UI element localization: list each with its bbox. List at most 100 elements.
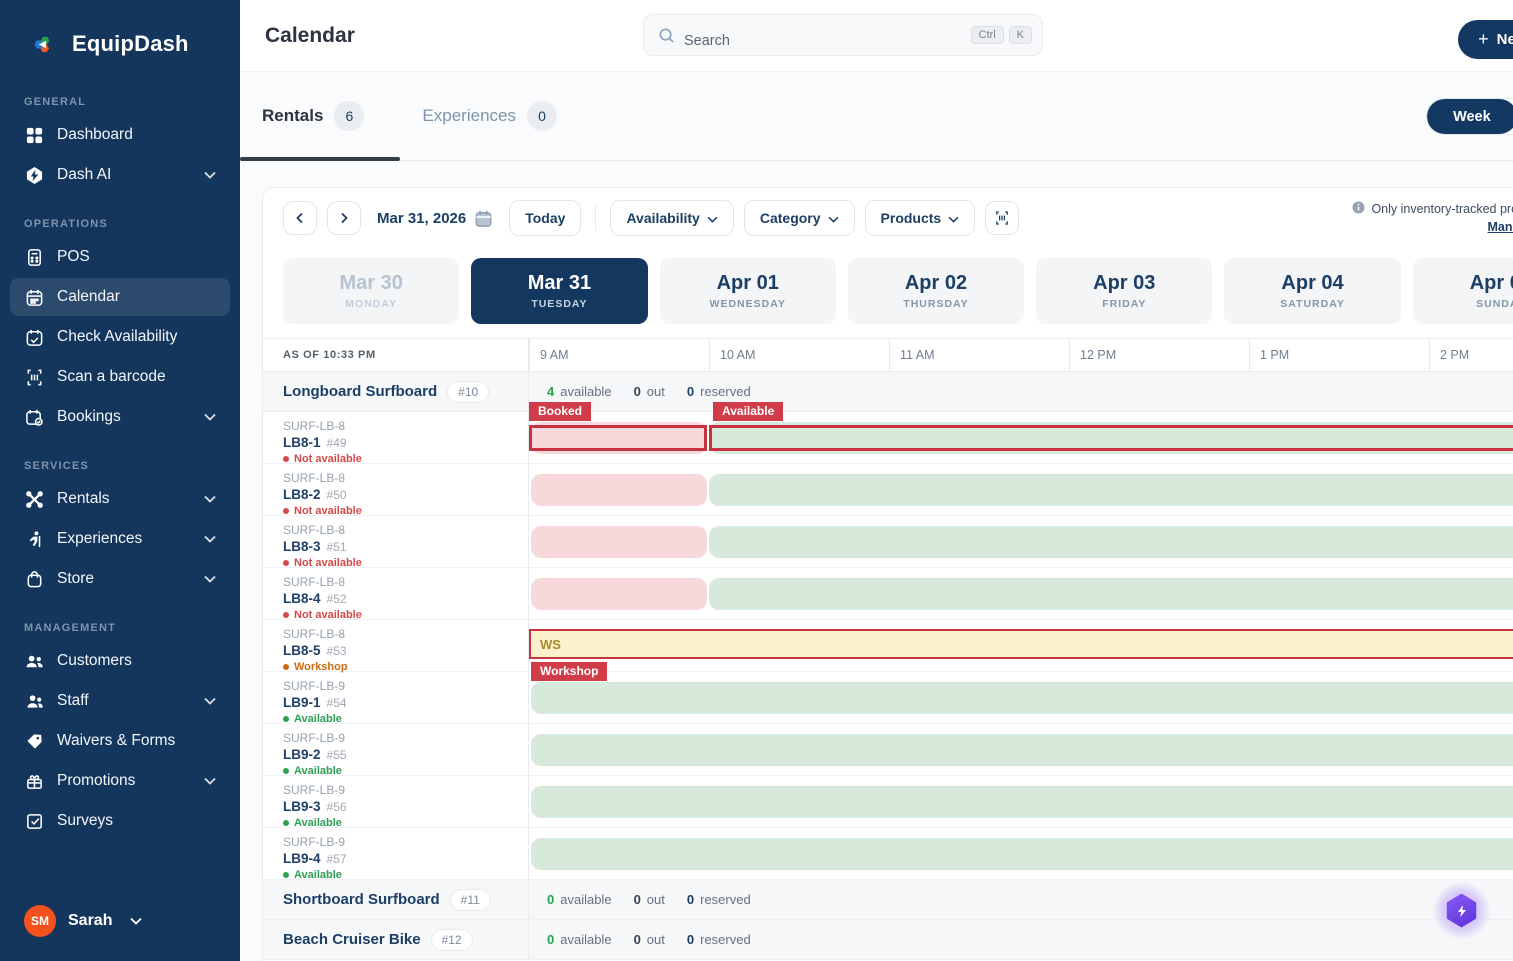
item-timeline[interactable]: Booked Available (529, 402, 1513, 463)
product-group-header[interactable]: Shortboard Surfboard #11 (263, 880, 529, 919)
avatar: SM (24, 905, 56, 937)
inventory-item-info[interactable]: SURF-LB-8 LB8-2 #50 Not available (263, 464, 529, 517)
availability-filter[interactable]: Availability (610, 200, 734, 236)
sidebar-item-scan-barcode[interactable]: Scan a barcode (10, 358, 230, 396)
section-label: OPERATIONS (24, 218, 108, 230)
tab-rentals[interactable]: Rentals 6 (239, 72, 401, 161)
status-badge: Available (283, 713, 528, 725)
inventory-item-info[interactable]: SURF-LB-8 LB8-5 #53 Workshop (263, 620, 529, 673)
sidebar-item-label: Bookings (57, 408, 121, 425)
booked-bar[interactable] (531, 526, 707, 558)
sidebar-item-surveys[interactable]: Surveys (10, 802, 230, 840)
key-k: K (1008, 26, 1032, 44)
available-bar[interactable] (709, 474, 1513, 506)
search-box[interactable]: Ctrl K (643, 14, 1043, 56)
time-header: AS OF 10:33 PM 9 AM 10 AM 11 AM 12 PM 1 … (263, 338, 1513, 372)
chevron-down-icon (204, 530, 216, 548)
prev-day-button[interactable] (283, 201, 317, 235)
inventory-item-info[interactable]: SURF-LB-8 LB8-4 #52 Not available (263, 568, 529, 621)
available-bar[interactable] (531, 838, 1513, 870)
sidebar-item-waivers-forms[interactable]: Waivers & Forms (10, 722, 230, 760)
user-menu[interactable]: SM Sarah (0, 895, 240, 947)
plus-icon: + (1478, 29, 1489, 49)
inventory-item-info[interactable]: SURF-LB-9 LB9-3 #56 Available (263, 776, 529, 829)
day-card-apr-04[interactable]: Apr 04 SATURDAY (1224, 258, 1401, 324)
day-card-mar-31[interactable]: Mar 31 TUESDAY (471, 258, 648, 324)
sidebar-item-dash-ai[interactable]: Dash AI (10, 156, 230, 194)
sidebar-item-promotions[interactable]: Promotions (10, 762, 230, 800)
category-filter[interactable]: Category (743, 200, 855, 236)
date-picker[interactable]: Mar 31, 2026 (377, 208, 493, 228)
day-card-mar-30[interactable]: Mar 30 MONDAY (283, 258, 460, 324)
available-bar[interactable] (531, 734, 1513, 766)
item-timeline[interactable] (529, 672, 1513, 723)
item-timeline[interactable]: WS Workshop (529, 620, 1513, 681)
dashboard-icon (24, 125, 44, 145)
toggle-week[interactable]: Week (1427, 99, 1513, 134)
sidebar-item-pos[interactable]: POS (10, 238, 230, 276)
inventory-item-info[interactable]: SURF-LB-8 LB8-1 #49 Not available (263, 412, 529, 465)
day-card-apr-01[interactable]: Apr 01 WEDNESDAY (659, 258, 836, 324)
day-card-apr-05[interactable]: Apr 05 SUNDAY (1412, 258, 1513, 324)
sidebar-item-customers[interactable]: Customers (10, 642, 230, 680)
available-bar[interactable] (709, 578, 1513, 610)
tag-icon (24, 731, 44, 751)
sidebar-item-rentals[interactable]: Rentals (10, 480, 230, 518)
sidebar-item-experiences[interactable]: Experiences (10, 520, 230, 558)
status-badge: Not available (283, 505, 528, 517)
inventory-item-info[interactable]: SURF-LB-9 LB9-4 #57 Available (263, 828, 529, 881)
tab-experiences[interactable]: Experiences 0 (422, 72, 557, 160)
sidebar-item-calendar[interactable]: Calendar (10, 278, 230, 316)
manage-products-link[interactable]: Manage products (1487, 219, 1513, 234)
item-timeline[interactable] (529, 516, 1513, 567)
chevron-down-icon (204, 772, 216, 790)
available-bar[interactable] (709, 526, 1513, 558)
chevron-down-icon (204, 166, 216, 184)
calendar-panel: Mar 31, 2026 Today Availability Category… (262, 187, 1513, 961)
today-button[interactable]: Today (509, 200, 582, 236)
info-icon (1352, 201, 1365, 219)
item-timeline[interactable] (529, 568, 1513, 619)
brand[interactable]: EquipDash (0, 18, 240, 74)
page-title: Calendar (265, 23, 355, 47)
scan-barcode-button[interactable] (985, 201, 1020, 235)
item-timeline[interactable] (529, 724, 1513, 775)
sidebar-item-dashboard[interactable]: Dashboard (10, 116, 230, 154)
sidebar-item-label: Dashboard (57, 126, 133, 143)
booked-bar[interactable] (531, 474, 707, 506)
product-group-header[interactable]: Longboard Surfboard #10 (263, 372, 529, 411)
new-booking-button[interactable]: + New booking (1458, 20, 1513, 59)
inventory-item-info[interactable]: SURF-LB-9 LB9-1 #54 Available (263, 672, 529, 725)
item-timeline[interactable] (529, 828, 1513, 879)
topbar: Calendar Ctrl K + New booking (240, 0, 1513, 72)
workshop-bar[interactable]: WS (529, 629, 1513, 659)
item-timeline[interactable] (529, 776, 1513, 827)
sidebar-item-store[interactable]: Store (10, 560, 230, 598)
next-day-button[interactable] (327, 201, 361, 235)
available-bar[interactable] (531, 682, 1513, 714)
inventory-item-info[interactable]: SURF-LB-8 LB8-3 #51 Not available (263, 516, 529, 569)
products-filter[interactable]: Products (864, 200, 976, 236)
nav-section-management: MANAGEMENT Customers Staff Waivers & For… (0, 618, 240, 842)
search-icon (656, 25, 676, 45)
product-id-badge: #11 (449, 888, 491, 911)
ai-assistant-button[interactable] (1433, 882, 1490, 939)
available-bar[interactable] (531, 786, 1513, 818)
nav-section-general: GENERAL Dashboard Dash AI (0, 92, 240, 196)
chevron-down-icon (204, 490, 216, 508)
booked-bar[interactable] (531, 578, 707, 610)
available-tag: Available (713, 402, 784, 421)
search-input[interactable] (684, 21, 966, 49)
sidebar-item-bookings[interactable]: Bookings (10, 398, 230, 436)
inventory-item-info[interactable]: SURF-LB-9 LB9-2 #55 Available (263, 724, 529, 777)
status-dot (283, 872, 289, 878)
product-group-header[interactable]: Beach Cruiser Bike #12 (263, 920, 529, 959)
day-card-apr-03[interactable]: Apr 03 FRIDAY (1036, 258, 1213, 324)
sidebar-item-check-availability[interactable]: Check Availability (10, 318, 230, 356)
day-card-apr-02[interactable]: Apr 02 THURSDAY (847, 258, 1025, 324)
product-group-row: Shortboard Surfboard #11 0 available 0 out… (263, 880, 1513, 920)
sidebar-item-staff[interactable]: Staff (10, 682, 230, 720)
rentals-gear-icon (24, 489, 44, 509)
item-timeline[interactable] (529, 464, 1513, 515)
user-name: Sarah (68, 912, 113, 929)
